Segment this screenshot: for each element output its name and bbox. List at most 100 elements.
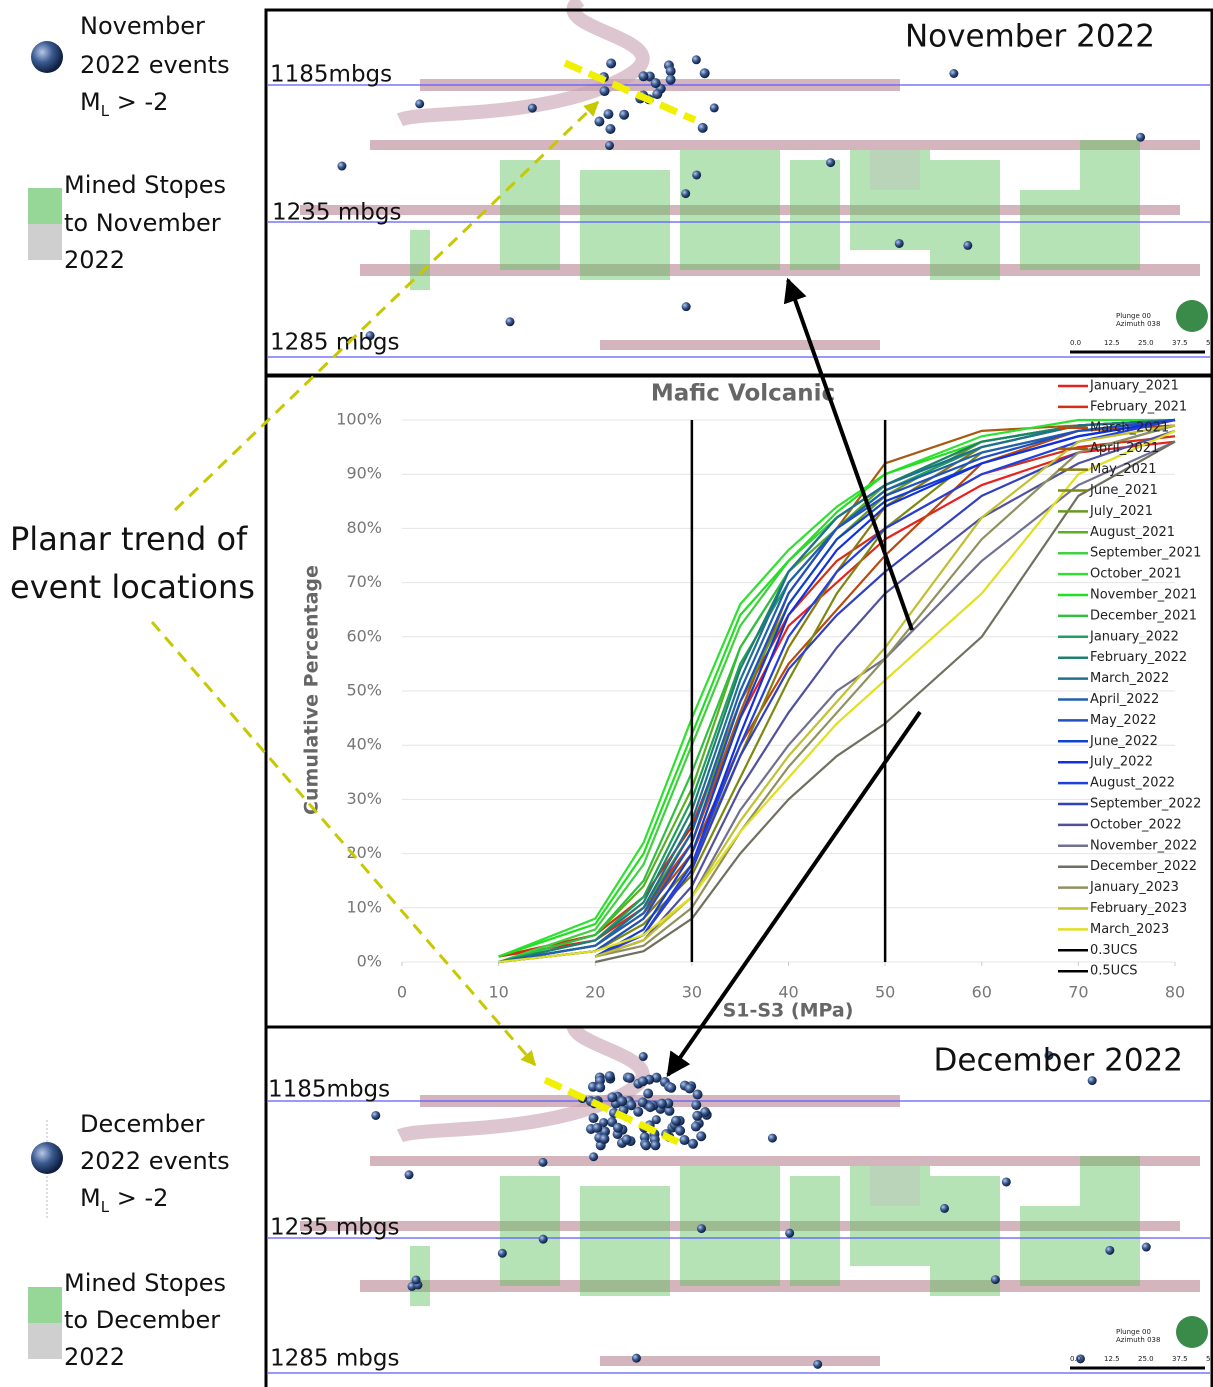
event: [539, 1235, 548, 1244]
event: [337, 162, 346, 171]
event: [991, 1275, 1000, 1284]
legend-label: May_2022: [1090, 713, 1156, 728]
event: [963, 241, 972, 250]
x-tick-label: 80: [1165, 983, 1185, 1002]
x-tick-label: 30: [682, 983, 702, 1002]
stope: [930, 1176, 1000, 1296]
legend-label: November_2022: [1090, 838, 1197, 853]
scale-label: 37.5: [1172, 339, 1188, 347]
event-icon: [31, 41, 63, 73]
legend-label: March_2021: [1090, 420, 1169, 435]
stope: [580, 1186, 670, 1296]
event: [681, 189, 690, 198]
event: [710, 103, 719, 112]
y-tick-label: 80%: [346, 518, 382, 537]
event: [619, 110, 629, 120]
event: [691, 1100, 701, 1110]
legend-label: April_2021: [1090, 441, 1159, 456]
event: [405, 1170, 414, 1179]
event: [692, 55, 701, 64]
event: [645, 1102, 655, 1112]
level-label: 1285 mbgs: [270, 330, 399, 356]
legend-text: 2022: [64, 1343, 125, 1371]
event: [528, 104, 537, 113]
event: [599, 1134, 609, 1144]
ml: M: [80, 1184, 101, 1212]
level-label: 1185mbgs: [270, 62, 392, 88]
event: [506, 317, 515, 326]
event: [813, 1360, 822, 1369]
legend-label: December_2021: [1090, 608, 1197, 623]
legend-text: November: [80, 12, 205, 40]
logo: [1176, 1316, 1208, 1348]
y-axis-label: Cumulative Percentage: [301, 565, 323, 815]
legend-label: October_2021: [1090, 567, 1182, 582]
legend-label: July_2021: [1089, 504, 1153, 519]
stope: [1020, 1206, 1080, 1286]
x-tick-label: 70: [1068, 983, 1088, 1002]
event: [625, 1073, 635, 1083]
level-label: 1235 mbgs: [270, 1215, 399, 1241]
legend-label: July_2022: [1089, 755, 1153, 770]
legend-label: March_2023: [1090, 922, 1169, 937]
event: [688, 1139, 698, 1149]
legend-label: June_2022: [1089, 734, 1158, 749]
event: [595, 1082, 605, 1092]
event: [652, 89, 662, 99]
event: [696, 1131, 706, 1141]
x-tick-label: 50: [875, 983, 895, 1002]
scale-label: 0.0: [1070, 1355, 1081, 1363]
event: [606, 59, 616, 69]
event: [605, 1071, 615, 1081]
legend-label: January_2021: [1089, 379, 1179, 394]
event: [698, 123, 708, 133]
scale-label: 25.0: [1138, 339, 1154, 347]
event: [1002, 1177, 1011, 1186]
event: [633, 1107, 643, 1117]
stope: [930, 160, 1000, 280]
event: [412, 1275, 421, 1284]
event: [666, 75, 676, 85]
ml-rest: > -2: [109, 88, 168, 116]
event: [632, 1354, 641, 1363]
x-tick-label: 0: [397, 983, 407, 1002]
stope: [680, 150, 780, 270]
stope: [500, 160, 560, 270]
event: [675, 1126, 685, 1136]
y-tick-label: 100%: [336, 410, 382, 429]
figure: Plunge 00Azimuth 0380.012.525.037.550.0P…: [0, 0, 1213, 1387]
legend-label: August_2021: [1090, 525, 1175, 540]
ml: M: [80, 88, 101, 116]
event: [785, 1229, 794, 1238]
stope: [410, 1246, 430, 1306]
event: [940, 1204, 949, 1213]
legend-label: September_2022: [1090, 797, 1201, 812]
stope-icon: [28, 224, 62, 260]
plunge: Plunge 00: [1116, 1328, 1151, 1336]
legend-label: September_2021: [1090, 546, 1201, 561]
stope: [870, 150, 920, 190]
stope: [680, 1166, 780, 1286]
legend-text: 2022: [64, 246, 125, 274]
event: [826, 158, 835, 167]
ml-rest: > -2: [109, 1184, 168, 1212]
tunnel: [600, 340, 880, 350]
y-tick-label: 30%: [346, 789, 382, 808]
stope-icon: [28, 1323, 62, 1359]
event: [1136, 133, 1145, 142]
plunge: Plunge 00: [1116, 312, 1151, 320]
legend-label: October_2022: [1090, 817, 1182, 832]
event: [679, 1135, 689, 1145]
event: [638, 71, 648, 81]
event: [949, 69, 958, 78]
event: [617, 1096, 627, 1106]
stope-icon: [28, 1287, 62, 1323]
y-tick-label: 40%: [346, 735, 382, 754]
legend-label: 0.5UCS: [1090, 964, 1138, 979]
y-tick-label: 60%: [346, 626, 382, 645]
event: [697, 1224, 706, 1233]
legend-label: February_2022: [1090, 650, 1187, 665]
azimuth: Azimuth 038: [1116, 320, 1160, 328]
event: [643, 1089, 653, 1099]
stope: [1080, 140, 1140, 270]
